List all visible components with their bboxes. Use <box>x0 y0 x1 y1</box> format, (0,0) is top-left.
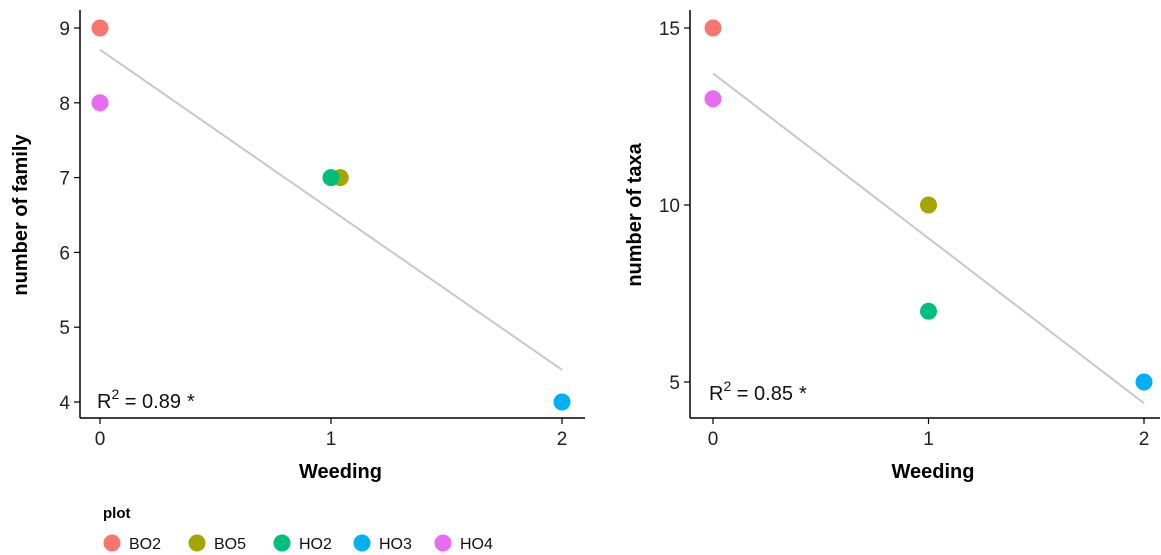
y-tick-label: 4 <box>59 393 70 414</box>
point-bo2 <box>91 19 109 37</box>
legend-swatch-ho3 <box>353 534 371 552</box>
x-axis-title: Weeding <box>299 461 382 483</box>
x-tick-label: 0 <box>95 429 106 450</box>
legend-label-bo5: BO5 <box>214 536 246 553</box>
legend-label-ho4: HO4 <box>460 536 493 553</box>
x-axis-title: Weeding <box>892 461 975 483</box>
point-ho2 <box>920 302 937 320</box>
y-tick-label: 10 <box>659 196 680 217</box>
y-tick-label: 5 <box>59 318 70 339</box>
annotation-significance: * <box>799 383 807 405</box>
point-bo2 <box>704 19 722 37</box>
annotation-value: = 0.89 <box>119 391 181 413</box>
annotation-superscript: 2 <box>111 386 119 402</box>
legend-label-bo2: BO2 <box>129 536 161 553</box>
y-tick-label: 6 <box>59 243 70 264</box>
legend-label-ho2: HO2 <box>299 536 332 553</box>
legend: plot BO2 BO5 HO2 HO3 HO4 <box>103 505 493 553</box>
annotation-superscript: 2 <box>723 378 731 394</box>
legend-swatch-ho4 <box>434 534 452 552</box>
x-tick-label: 2 <box>1139 429 1150 450</box>
r-squared-annotation: R2 = 0.89 * <box>97 386 195 413</box>
point-ho2 <box>322 169 340 187</box>
y-tick-label: 7 <box>59 169 70 190</box>
annotation-prefix: R <box>709 383 723 405</box>
point-bo5 <box>920 196 937 214</box>
point-ho4 <box>704 90 722 108</box>
legend-swatch-ho2 <box>273 534 291 552</box>
y-axis-title: number of family <box>10 134 32 296</box>
legend-swatch-bo2 <box>103 534 121 552</box>
point-ho4 <box>91 94 109 112</box>
r-squared-annotation: R2 = 0.85 * <box>709 378 807 405</box>
x-tick-label: 1 <box>923 429 934 450</box>
regression-line <box>99 48 563 371</box>
legend-title: plot <box>103 505 131 522</box>
x-tick-label: 1 <box>326 429 337 450</box>
y-tick-label: 15 <box>659 19 680 40</box>
y-axis-title: number of taxa <box>624 142 646 286</box>
x-tick-label: 0 <box>708 429 719 450</box>
y-tick-label: 5 <box>669 373 680 394</box>
legend-swatch-bo5 <box>188 534 206 552</box>
y-tick-label: 9 <box>59 19 70 40</box>
x-tick-label: 2 <box>557 429 568 450</box>
point-ho3 <box>553 393 571 411</box>
legend-label-ho3: HO3 <box>379 536 412 553</box>
y-tick-label: 8 <box>59 94 70 115</box>
annotation-prefix: R <box>97 391 111 413</box>
annotation-significance: * <box>187 391 195 413</box>
point-ho3 <box>1135 373 1153 391</box>
annotation-value: = 0.85 <box>731 383 793 405</box>
regression-line <box>712 72 1145 405</box>
